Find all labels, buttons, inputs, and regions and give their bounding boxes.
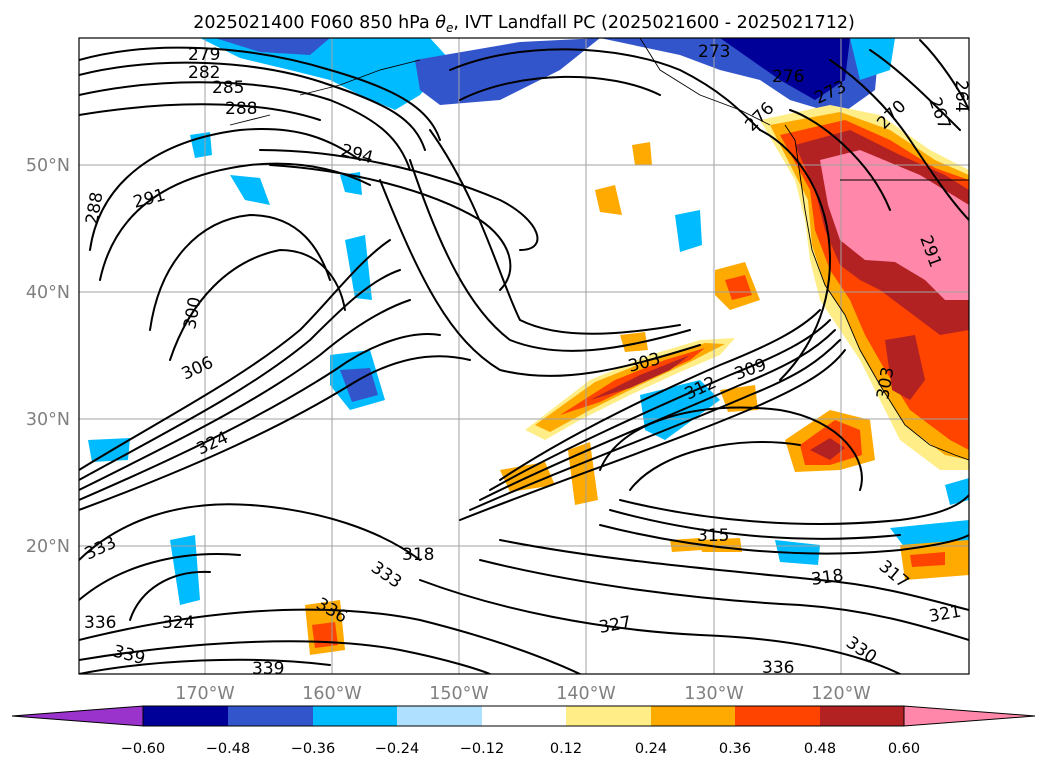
contour-label: 339 — [252, 659, 284, 679]
contour-label: 318 — [402, 545, 434, 565]
colorbar-ticks: −0.60 −0.48 −0.36 −0.24 −0.12 0.12 0.24 … — [121, 741, 920, 757]
lat-label: 30°N — [26, 410, 70, 430]
colorbar-segment — [313, 706, 397, 726]
colorbar-tick-label: 0.12 — [550, 741, 582, 757]
map-panel: 279 282 285 288 291 294 288 300 306 324 … — [79, 38, 971, 679]
negative-shading-north — [200, 38, 450, 110]
colorbar-tick-label: 0.48 — [804, 741, 836, 757]
contour-label: 288 — [225, 99, 257, 119]
contour-label: 318 — [810, 566, 845, 590]
colorbar-segment — [228, 706, 313, 726]
colorbar: −0.60 −0.48 −0.36 −0.24 −0.12 0.12 0.24 … — [11, 705, 1036, 757]
lat-label: 50°N — [26, 156, 70, 176]
colorbar-tick-label: −0.48 — [206, 741, 250, 757]
contour-label: 273 — [698, 42, 730, 62]
map-border — [78, 37, 970, 675]
latitude-labels: 50°N 40°N 30°N 20°N — [26, 156, 70, 557]
longitude-labels: 170°W 160°W 150°W 140°W 130°W 120°W — [175, 684, 870, 704]
colorbar-segment — [482, 706, 566, 726]
colorbar-segment — [566, 706, 651, 726]
colorbar-segment — [651, 706, 735, 726]
contour-label: 336 — [762, 658, 794, 678]
lat-label: 40°N — [26, 283, 70, 303]
contour-label: 285 — [212, 78, 244, 98]
lat-label: 20°N — [26, 537, 70, 557]
colorbar-segment — [820, 706, 904, 726]
contour-label: 276 — [772, 67, 804, 87]
colorbar-tick-label: −0.12 — [460, 741, 504, 757]
theta-e-contours — [79, 39, 969, 674]
shading-layer — [88, 38, 969, 655]
colorbar-tick-label: −0.36 — [291, 741, 335, 757]
colorbar-segment — [735, 706, 820, 726]
contour-label: 264 — [951, 80, 971, 112]
colorbar-extend-low — [11, 705, 144, 727]
colorbar-extend-high — [903, 705, 1036, 727]
lon-label: 160°W — [302, 684, 361, 704]
colorbar-tick-label: 0.24 — [635, 741, 667, 757]
contour-label: 324 — [162, 613, 194, 633]
contour-label: 315 — [697, 526, 729, 546]
colorbar-tick-label: 0.36 — [719, 741, 751, 757]
colorbar-tick-label: 0.60 — [888, 741, 920, 757]
lon-label: 120°W — [811, 684, 870, 704]
coastlines — [229, 38, 969, 461]
lon-label: 130°W — [684, 684, 743, 704]
lon-label: 170°W — [175, 684, 234, 704]
contour-label: 336 — [84, 613, 116, 633]
lon-label: 140°W — [556, 684, 615, 704]
contour-label: 282 — [188, 63, 220, 83]
colorbar-segment — [397, 706, 482, 726]
figure-title: 2025021400 F060 850 hPa θe, IVT Landfall… — [193, 13, 855, 35]
colorbar-segment — [143, 706, 228, 726]
colorbar-tick-label: −0.60 — [121, 741, 165, 757]
contour-label: 279 — [188, 45, 220, 65]
lon-label: 150°W — [429, 684, 488, 704]
colorbar-tick-label: −0.24 — [375, 741, 419, 757]
